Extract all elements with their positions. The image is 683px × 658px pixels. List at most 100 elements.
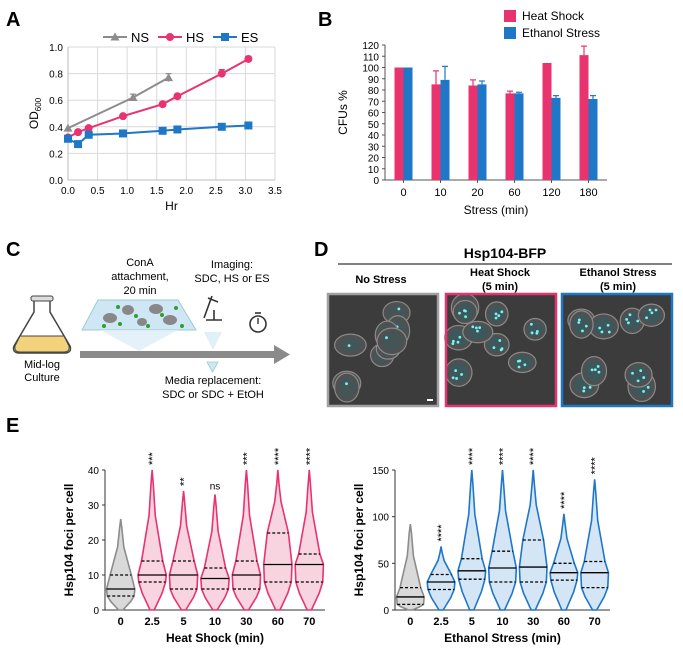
yeast-cells: [103, 304, 177, 326]
significance-label: ****: [304, 447, 316, 465]
x-axis-label: Stress (min): [464, 203, 529, 217]
x-tick-label: 30: [240, 616, 252, 628]
data-point: [119, 112, 128, 121]
attachment-label: attachment,: [111, 271, 168, 283]
x-tick-label: 30: [527, 616, 539, 628]
violin-shape: [426, 546, 456, 611]
bar: [514, 93, 524, 180]
hsp104-focus: [458, 335, 462, 339]
cell-fluorescence: [449, 362, 469, 383]
x-tick-label: 70: [589, 616, 601, 628]
y-tick-label: 110: [363, 52, 379, 63]
hsp104-focus: [600, 330, 604, 334]
data-point: [158, 126, 167, 135]
x-tick-label: 3.0: [238, 186, 252, 197]
hsp104-focus: [345, 382, 348, 386]
hsp104-focus: [535, 331, 539, 335]
x-tick-label: 10: [496, 616, 508, 628]
hsp104-focus: [593, 368, 597, 371]
x-tick-label: 5: [469, 616, 475, 628]
conA-slide: [81, 299, 197, 331]
micrograph-panel: [560, 292, 674, 408]
x-tick-label: 60: [558, 616, 570, 628]
hsp104-focus: [451, 339, 455, 343]
cell-fluorescence: [338, 377, 356, 398]
hsp104-focus: [451, 376, 455, 380]
time-label: 20 min: [123, 285, 156, 297]
y-tick-label: 70: [368, 97, 380, 108]
midlog-label: Mid-log: [24, 359, 60, 371]
hsp104-focus: [582, 389, 586, 393]
data-point: [173, 125, 182, 134]
cell-fluorescence: [488, 336, 506, 353]
hsp104-focus: [456, 340, 460, 344]
y-tick-label: 0.4: [49, 123, 63, 134]
y-tick-label: 100: [372, 513, 389, 524]
y-axis-label: OD600: [27, 97, 43, 129]
conA-funnel: [100, 330, 178, 351]
hsp104-focus: [625, 318, 629, 321]
violin-shape: [580, 479, 610, 611]
x-tick-label: 2.5: [433, 616, 448, 628]
label-no-stress: No Stress: [355, 274, 406, 286]
label-ethanol-time: (5 min): [600, 281, 636, 293]
hsp104-focus: [517, 365, 521, 369]
hsp104-focus: [650, 311, 654, 315]
y-tick-label: 1.0: [49, 43, 63, 54]
x-tick-label: 2.0: [179, 186, 193, 197]
panel-label-d: D: [314, 239, 328, 261]
hsp104-focus: [584, 324, 588, 328]
y-axis-label: Hsp104 foci per cell: [352, 484, 366, 597]
label-ethanol: Ethanol Stress: [579, 267, 656, 279]
cell-fluorescence: [629, 366, 649, 384]
panel-label-c: C: [6, 239, 20, 261]
micrographs-d: Hsp104-BFP No Stress Heat Shock (5 min) …: [326, 245, 674, 408]
x-tick-label: 5: [181, 616, 187, 628]
x-tick-label: 3.5: [268, 186, 282, 197]
bar: [468, 85, 478, 180]
x-tick-label: 60: [508, 187, 520, 199]
violin-shape: [262, 469, 293, 611]
data-point: [244, 121, 253, 130]
bar: [588, 99, 598, 180]
hsp104-focus: [597, 370, 601, 374]
bar: [551, 97, 561, 180]
hsp104-focus: [454, 369, 458, 373]
legend-label: NS: [131, 30, 149, 45]
panel-label-b: B: [318, 9, 332, 31]
data-point: [74, 140, 83, 149]
chart-a-growth-curve: 0.0 0.2 0.4 0.6 0.8 1.0 0.0 0.5 1.0 1.5 2.0 2.5 3.0 3…: [27, 30, 282, 213]
violin-shape: [457, 469, 487, 611]
label-heat-time: (5 min): [482, 281, 518, 293]
y-tick-label: 10: [88, 571, 100, 582]
chart-e-heat-shock-violin: 0 10 20 30 40 0 2.5 *** 5 ** 10 ns 30 *** 60 **** 70 ****…: [62, 447, 325, 645]
hsp104-focus: [385, 336, 388, 340]
micrograph-border: [444, 292, 558, 408]
cell-fluorescence: [623, 311, 641, 330]
y-axis-label: Hsp104 foci per cell: [62, 484, 76, 597]
significance-label: ****: [498, 447, 510, 465]
imaging-label: Imaging:: [211, 259, 253, 271]
data-point: [128, 93, 138, 102]
y-tick-label: 40: [368, 131, 380, 142]
violin-shape: [231, 469, 262, 611]
significance-label: ****: [273, 447, 285, 465]
cell-fluorescence: [527, 321, 543, 337]
data-point: [74, 128, 83, 137]
data-point: [164, 73, 174, 82]
violin-shape: [137, 469, 168, 611]
hsp104-focus: [530, 331, 534, 335]
legend-label: ES: [241, 30, 259, 45]
cell-fluorescence: [642, 307, 661, 324]
hsp104-focus: [588, 385, 592, 389]
yeast-cell: [334, 372, 360, 403]
hsp104-focus: [646, 385, 650, 389]
data-point: [110, 32, 120, 41]
hsp104-focus: [642, 390, 645, 393]
y-tick-label: 0.8: [49, 70, 63, 81]
flask-icon: [12, 295, 72, 354]
conA-label: ConA: [126, 257, 154, 269]
x-axis-label: Hr: [165, 199, 178, 213]
x-tick-label: 1.0: [120, 186, 134, 197]
